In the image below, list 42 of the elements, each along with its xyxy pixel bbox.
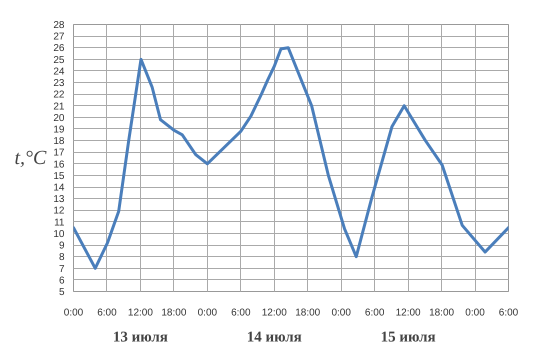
text: 15 июля xyxy=(380,330,436,346)
x-tick-label: 6:00 xyxy=(364,308,385,318)
x-tick-label: 0:00 xyxy=(465,308,486,318)
y-tick-label: 12 xyxy=(53,206,65,217)
y-tick-label: 24 xyxy=(53,66,65,78)
x-tick-label: 18:00 xyxy=(295,308,321,318)
x-tick-label: 6:00 xyxy=(97,308,118,318)
y-tick-label: 5 xyxy=(58,287,65,298)
y-tick-label: 25 xyxy=(53,54,65,66)
y-tick-label: 6 xyxy=(58,275,65,286)
y-tick-label: 28 xyxy=(53,20,65,31)
y-tick-label: 8 xyxy=(58,252,65,264)
y-tick-label: 26 xyxy=(53,43,65,54)
y-tick-label: 15 xyxy=(53,170,65,182)
x-tick-label: 0:00 xyxy=(331,308,352,318)
text: 14 июля xyxy=(246,330,302,346)
x-tick-label: 6:00 xyxy=(498,308,519,318)
y-tick-label: 10 xyxy=(53,228,65,240)
y-tick-label: 23 xyxy=(53,78,65,90)
x-tick-label: 6:00 xyxy=(231,308,251,318)
y-tick-label: 17 xyxy=(53,148,65,159)
x-tick-label: 0:00 xyxy=(198,308,218,318)
y-tick-label: 16 xyxy=(53,159,65,170)
y-tick-label: 19 xyxy=(53,124,65,136)
x-tick-label: 12:00 xyxy=(128,308,154,318)
x-tick-label: 18:00 xyxy=(161,308,187,318)
y-tick-label: 21 xyxy=(53,101,65,112)
y-tick-label: 20 xyxy=(53,112,65,124)
y-tick-label: 27 xyxy=(53,32,65,43)
x-tick-label: 18:00 xyxy=(429,308,455,318)
y-tick-label: 13 xyxy=(53,194,65,206)
x-tick-label: 0:00 xyxy=(64,308,84,318)
y-tick-label: 22 xyxy=(53,90,65,101)
y-tick-label: 11 xyxy=(54,217,65,228)
text: 13 июля xyxy=(112,330,168,346)
x-tick-label: 12:00 xyxy=(262,308,288,318)
y-tick-label: 7 xyxy=(58,264,65,275)
y-tick-label: 9 xyxy=(58,240,65,252)
y-tick-label: 18 xyxy=(53,136,65,148)
x-tick-label: 12:00 xyxy=(396,308,422,318)
y-axis-title: t,°C xyxy=(14,147,48,169)
y-tick-label: 14 xyxy=(53,182,65,194)
